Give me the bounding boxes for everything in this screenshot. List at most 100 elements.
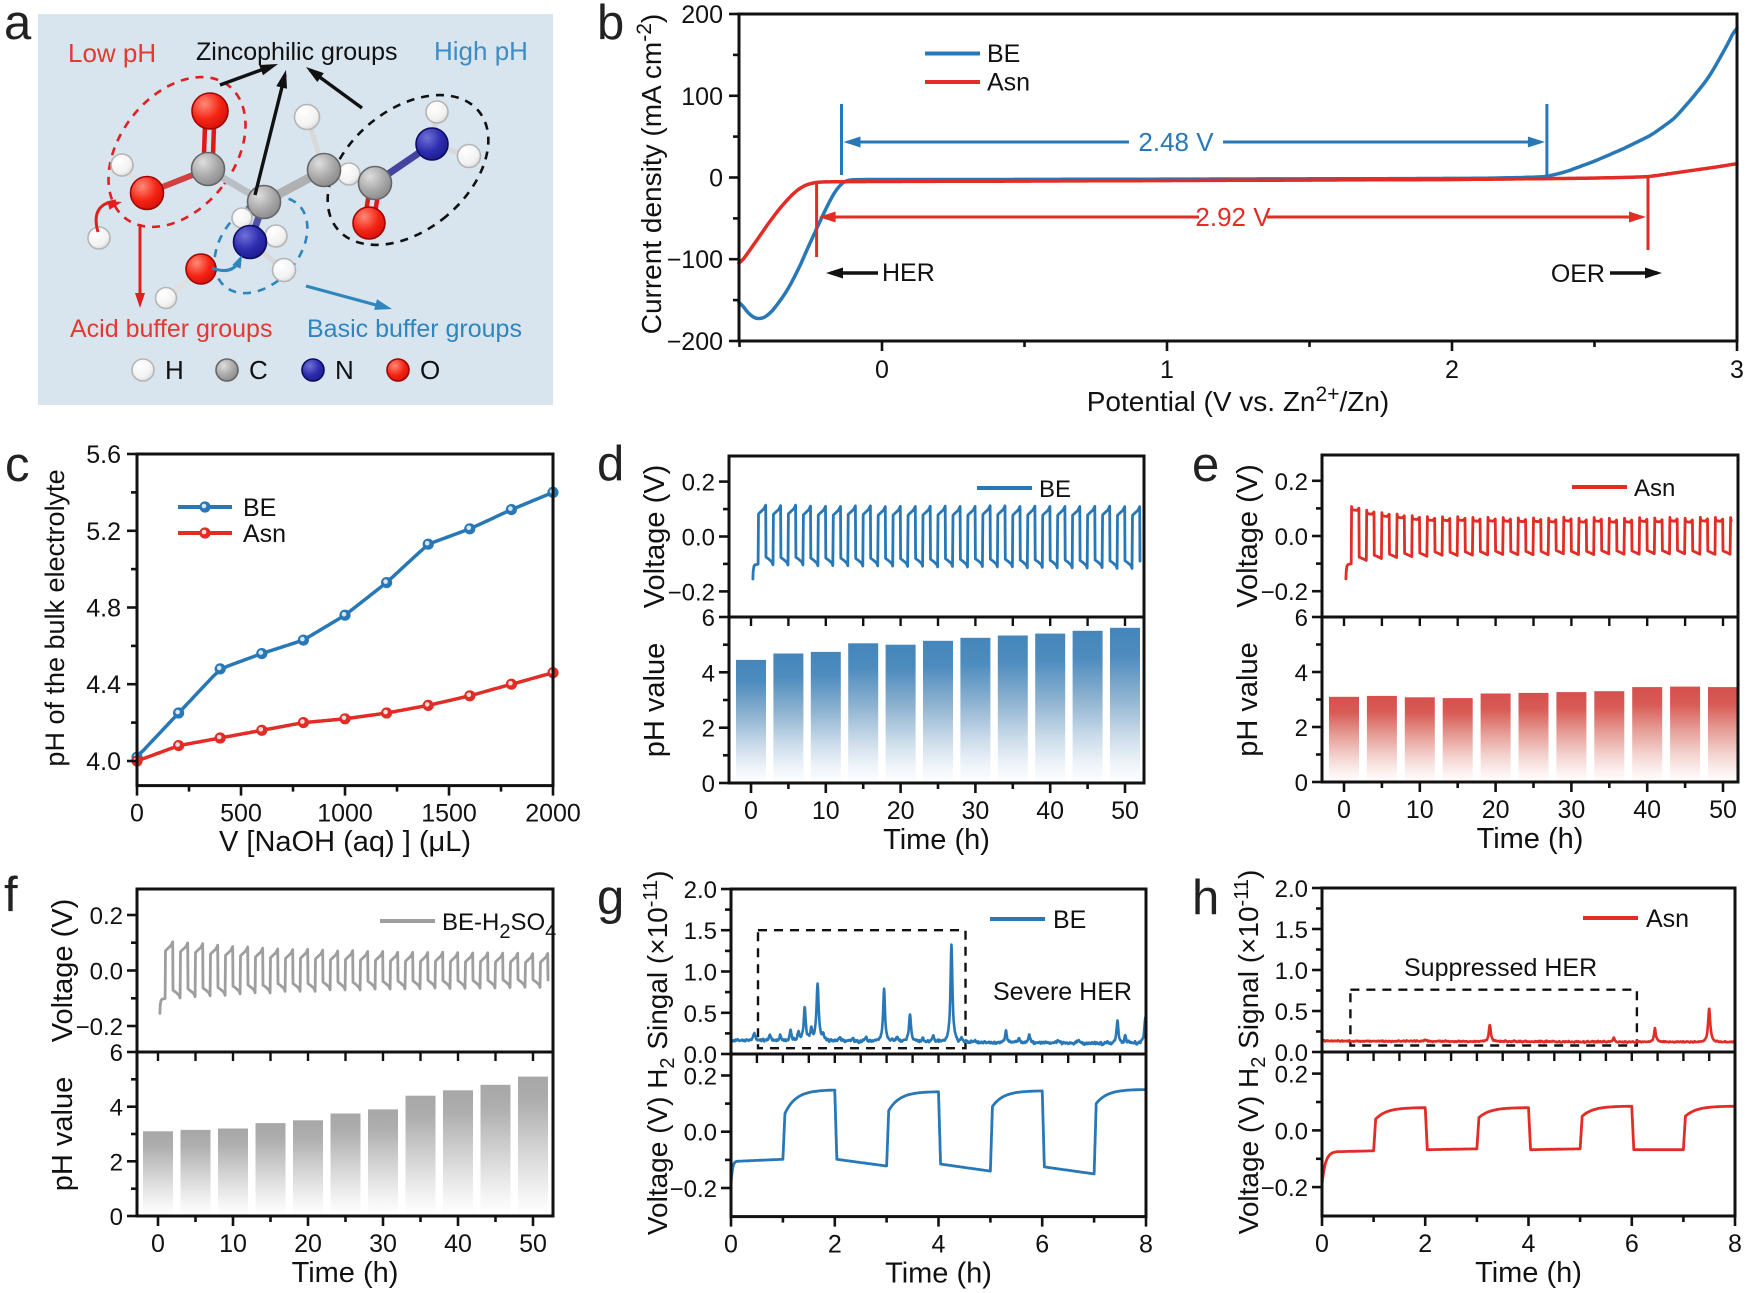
svg-text:40: 40 — [1036, 797, 1064, 825]
svg-text:4.0: 4.0 — [86, 748, 121, 776]
svg-text:0.5: 0.5 — [684, 1001, 717, 1028]
svg-text:30: 30 — [369, 1230, 397, 1258]
svg-text:Asn: Asn — [987, 69, 1030, 97]
svg-text:0.0: 0.0 — [1275, 1118, 1308, 1145]
svg-text:2: 2 — [1295, 715, 1308, 742]
svg-text:4: 4 — [1522, 1230, 1536, 1258]
svg-text:BE: BE — [987, 40, 1020, 68]
svg-text:10: 10 — [219, 1230, 247, 1258]
svg-text:Potential (V vs. Zn2+/Zn): Potential (V vs. Zn2+/Zn) — [1087, 383, 1390, 417]
svg-text:0.2: 0.2 — [90, 903, 123, 930]
svg-text:d: d — [597, 437, 624, 491]
svg-text:Time (h): Time (h) — [1477, 823, 1584, 855]
svg-text:5.2: 5.2 — [86, 518, 121, 546]
svg-text:−0.2: −0.2 — [670, 1176, 717, 1203]
svg-text:−0.2: −0.2 — [668, 579, 715, 606]
svg-text:10: 10 — [1406, 796, 1434, 824]
svg-text:−0.2: −0.2 — [1261, 579, 1308, 606]
svg-text:0.0: 0.0 — [1275, 524, 1308, 551]
svg-text:Asn: Asn — [1646, 905, 1689, 933]
svg-text:−0.2: −0.2 — [1261, 1175, 1308, 1202]
svg-text:Zincophilic groups: Zincophilic groups — [196, 38, 398, 66]
svg-text:Asn: Asn — [243, 520, 286, 548]
svg-text:4.8: 4.8 — [86, 595, 121, 623]
svg-text:4: 4 — [1295, 660, 1308, 687]
svg-text:2: 2 — [110, 1149, 123, 1176]
svg-text:Voltage (V) H2 Signal (×10-11): Voltage (V) H2 Signal (×10-11) — [1231, 870, 1270, 1235]
svg-text:0.5: 0.5 — [1275, 999, 1308, 1026]
svg-text:Severe HER: Severe HER — [993, 978, 1132, 1006]
svg-text:−100: −100 — [667, 246, 723, 274]
svg-text:−0.2: −0.2 — [76, 1014, 123, 1041]
svg-text:OER: OER — [1551, 260, 1605, 288]
svg-text:Current density (mA cm-2): Current density (mA cm-2) — [633, 14, 667, 335]
svg-text:V [NaOH (aq) ] (μL): V [NaOH (aq) ] (μL) — [219, 826, 471, 858]
svg-text:Acid buffer groups: Acid buffer groups — [70, 315, 272, 343]
svg-text:0.2: 0.2 — [682, 470, 715, 497]
svg-text:40: 40 — [1633, 796, 1661, 824]
svg-text:0.0: 0.0 — [1275, 1040, 1308, 1067]
svg-text:500: 500 — [220, 800, 262, 828]
svg-text:0.2: 0.2 — [1275, 469, 1308, 496]
svg-text:10: 10 — [812, 797, 840, 825]
svg-text:Basic buffer groups: Basic buffer groups — [307, 315, 522, 343]
svg-text:0: 0 — [709, 165, 723, 193]
svg-text:8: 8 — [1728, 1230, 1742, 1258]
svg-text:6: 6 — [1295, 605, 1308, 632]
svg-text:6: 6 — [702, 605, 715, 632]
svg-text:20: 20 — [887, 797, 915, 825]
svg-text:O: O — [420, 355, 440, 385]
svg-text:30: 30 — [1557, 796, 1585, 824]
svg-text:Voltage (V): Voltage (V) — [639, 465, 671, 608]
svg-text:h: h — [1192, 871, 1219, 925]
svg-text:0: 0 — [130, 800, 144, 828]
svg-text:50: 50 — [1111, 797, 1139, 825]
svg-text:20: 20 — [1482, 796, 1510, 824]
svg-text:pH of the bulk electrolyte: pH of the bulk electrolyte — [40, 469, 70, 766]
svg-text:4: 4 — [110, 1095, 123, 1122]
svg-text:2: 2 — [702, 716, 715, 743]
svg-text:1500: 1500 — [421, 800, 477, 828]
svg-text:2.48 V: 2.48 V — [1138, 127, 1214, 157]
svg-text:6: 6 — [1625, 1230, 1639, 1258]
svg-text:0: 0 — [875, 356, 889, 384]
svg-text:2: 2 — [828, 1231, 842, 1259]
svg-text:2000: 2000 — [525, 800, 581, 828]
svg-text:0.0: 0.0 — [684, 1120, 717, 1147]
svg-text:BE: BE — [243, 494, 276, 522]
svg-text:6: 6 — [110, 1040, 123, 1067]
svg-text:a: a — [4, 0, 32, 50]
svg-text:4: 4 — [702, 660, 715, 687]
svg-text:BE: BE — [1039, 476, 1071, 503]
svg-text:2.0: 2.0 — [684, 877, 717, 904]
svg-text:2: 2 — [1418, 1230, 1432, 1258]
svg-text:0: 0 — [744, 797, 758, 825]
svg-text:2.0: 2.0 — [1275, 876, 1308, 903]
svg-text:0: 0 — [110, 1204, 123, 1231]
svg-text:5.6: 5.6 — [86, 441, 121, 469]
svg-text:2.92 V: 2.92 V — [1195, 202, 1271, 232]
svg-text:20: 20 — [294, 1230, 322, 1258]
svg-text:1: 1 — [1160, 356, 1174, 384]
svg-text:Time (h): Time (h) — [292, 1257, 399, 1289]
svg-text:N: N — [335, 355, 354, 385]
svg-text:0.0: 0.0 — [90, 959, 123, 986]
svg-text:Suppressed HER: Suppressed HER — [1404, 954, 1597, 982]
svg-text:g: g — [597, 871, 624, 925]
svg-text:f: f — [4, 868, 18, 922]
svg-text:3: 3 — [1730, 356, 1744, 384]
svg-text:Voltage (V): Voltage (V) — [1232, 464, 1264, 607]
svg-text:1000: 1000 — [317, 800, 373, 828]
svg-text:C: C — [249, 355, 268, 385]
svg-text:1.5: 1.5 — [1275, 917, 1308, 944]
svg-text:2: 2 — [1445, 356, 1459, 384]
svg-text:pH value: pH value — [639, 643, 671, 757]
svg-text:Voltage (V): Voltage (V) — [47, 899, 79, 1042]
svg-text:100: 100 — [681, 83, 723, 111]
svg-text:pH value: pH value — [47, 1077, 79, 1191]
svg-text:0: 0 — [1315, 1230, 1329, 1258]
svg-text:pH value: pH value — [1232, 642, 1264, 756]
svg-text:0: 0 — [1295, 770, 1308, 797]
svg-text:HER: HER — [882, 259, 935, 287]
svg-text:200: 200 — [681, 1, 723, 29]
